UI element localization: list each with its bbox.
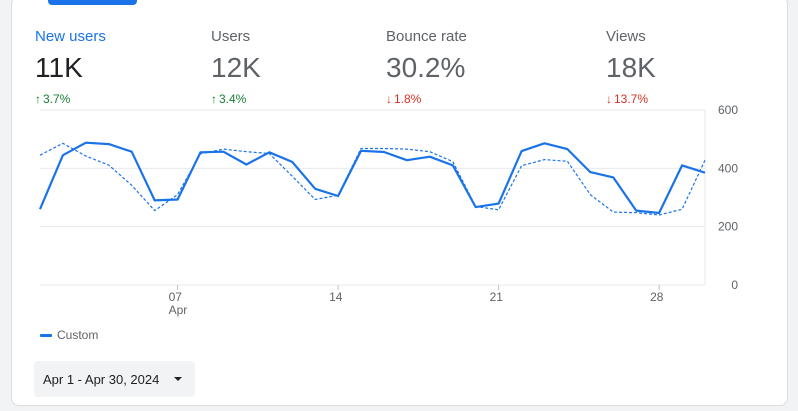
series-line-custom — [38, 141, 706, 215]
arrow-down-icon: ↓ — [606, 92, 612, 106]
chart-legend: Custom — [40, 328, 98, 342]
arrow-down-icon: ↓ — [386, 92, 392, 106]
active-tab-indicator — [48, 0, 137, 5]
arrow-up-icon: ↑ — [35, 92, 41, 106]
legend-label: Custom — [57, 328, 99, 342]
metric-value: 11K — [35, 52, 83, 83]
x-tick-label: 07 — [169, 290, 183, 304]
metric-value: 30.2% — [386, 52, 466, 83]
metric-tab-new-users[interactable]: New users 11K ↑ 3.7% — [35, 28, 195, 106]
y-tick-label: 0 — [731, 278, 738, 292]
metric-label: New users — [35, 28, 106, 45]
metric-delta: ↑ 3.7% — [35, 92, 195, 106]
series-line-comparison — [39, 142, 706, 216]
metric-value: 12K — [211, 52, 261, 83]
date-range-label: Apr 1 - Apr 30, 2024 — [43, 371, 160, 387]
metric-delta-value: 3.4% — [219, 92, 247, 106]
x-tick-label: 28 — [650, 290, 664, 304]
arrow-up-icon: ↑ — [211, 92, 217, 106]
metric-delta: ↓ 13.7% — [606, 92, 766, 106]
y-tick-label: 200 — [718, 220, 738, 234]
metric-delta-value: 3.7% — [43, 92, 71, 106]
x-tick-sublabel: Apr — [169, 303, 188, 317]
metric-label: Views — [606, 28, 646, 45]
metric-tab-bounce-rate[interactable]: Bounce rate 30.2% ↓ 1.8% — [386, 28, 546, 106]
metrics-card — [11, 0, 788, 406]
metric-delta: ↑ 3.4% — [211, 92, 371, 106]
legend-swatch — [40, 333, 52, 337]
metric-label: Bounce rate — [386, 28, 467, 45]
metric-value: 18K — [606, 52, 656, 83]
y-tick-label: 400 — [718, 161, 738, 175]
metric-delta-value: 1.8% — [394, 92, 422, 106]
y-tick-label: 600 — [718, 103, 738, 117]
metric-delta: ↓ 1.8% — [386, 92, 546, 106]
metric-tab-views[interactable]: Views 18K ↓ 13.7% — [606, 28, 766, 106]
x-tick-label: 14 — [329, 290, 343, 304]
metric-tab-users[interactable]: Users 12K ↑ 3.4% — [211, 28, 371, 106]
caret-down-icon — [174, 377, 182, 381]
metric-label: Users — [211, 28, 251, 45]
metric-delta-value: 13.7% — [614, 92, 649, 106]
x-tick-label: 21 — [490, 290, 504, 304]
date-range-dropdown[interactable]: Apr 1 - Apr 30, 2024 — [34, 361, 195, 397]
